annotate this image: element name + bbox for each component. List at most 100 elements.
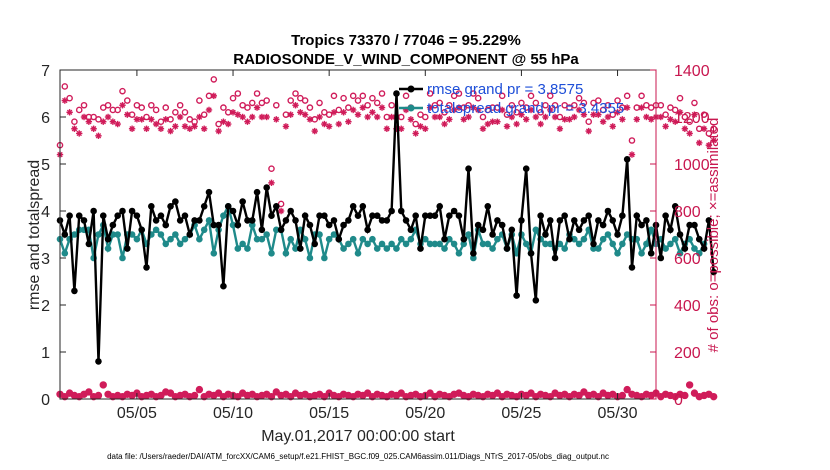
- obs-possible-point: [671, 106, 679, 114]
- rmse-point: [297, 245, 304, 252]
- rmse-point: [128, 207, 136, 215]
- spread-point: [575, 240, 583, 248]
- obs-possible-point: [349, 92, 357, 100]
- obs-assimilated-point: [114, 120, 121, 128]
- obs-assimilated-point: [345, 118, 352, 125]
- obs-assimilated-stroke: [624, 104, 630, 111]
- obs-assimilated-stroke: [667, 116, 674, 123]
- spread-point: [431, 240, 439, 248]
- obs-assimilated-stroke: [432, 114, 438, 120]
- y-right-tick-label: 400: [674, 298, 701, 315]
- spread-point: [580, 235, 588, 243]
- obs-assimilated-point: [66, 109, 73, 116]
- obs-possible-point: [537, 109, 544, 116]
- obs-possible-point: [551, 101, 559, 109]
- obs-assimilated-point: [249, 113, 256, 121]
- spread-point: [595, 245, 602, 252]
- spread-point: [369, 235, 376, 243]
- rmse-point: [71, 287, 78, 295]
- obs-possible-point: [700, 111, 708, 118]
- rmse-point: [537, 212, 544, 219]
- rmse-point: [85, 240, 93, 248]
- obs-assimilated-stroke: [302, 111, 308, 118]
- obs-assimilated-point: [162, 116, 169, 123]
- spread-point: [152, 226, 160, 234]
- obs-possible-point: [181, 109, 189, 116]
- obs-assimilated-point: [71, 125, 78, 132]
- spread-point: [119, 254, 126, 262]
- obs-possible-point: [104, 101, 112, 109]
- obs-low-count-point: [190, 391, 199, 400]
- rmse-point: [662, 212, 669, 219]
- rmse-point: [518, 217, 525, 224]
- obs-possible-point: [378, 90, 386, 97]
- spread-point: [287, 235, 295, 243]
- obs-possible-point: [263, 97, 270, 104]
- obs-assimilated-stroke: [345, 118, 352, 125]
- spread-point: [263, 231, 270, 238]
- rmse-point: [80, 217, 88, 224]
- obs-assimilated-stroke: [235, 111, 241, 118]
- y-left-tick-label: 6: [41, 110, 50, 127]
- rmse-point: [393, 90, 400, 97]
- obs-assimilated-point: [638, 104, 645, 111]
- obs-assimilated-stroke: [662, 123, 669, 130]
- obs-assimilated-stroke: [485, 121, 491, 127]
- obs-assimilated-stroke: [182, 123, 188, 130]
- obs-assimilated-point: [306, 116, 314, 123]
- obs-assimilated-point: [623, 104, 631, 111]
- obs-assimilated-point: [364, 113, 371, 121]
- rmse-point: [441, 235, 448, 243]
- obs-assimilated-point: [686, 130, 693, 137]
- obs-possible-point: [157, 118, 165, 125]
- obs-possible-point: [686, 118, 693, 125]
- obs-assimilated-stroke: [513, 121, 520, 127]
- rmse-point: [330, 217, 338, 224]
- x-tick-label: 05/05: [117, 405, 157, 422]
- obs-assimilated-point: [446, 116, 453, 123]
- obs-possible-point: [369, 94, 376, 102]
- rmse-point: [604, 207, 612, 215]
- obs-low-count-point: [272, 388, 280, 396]
- obs-assimilated-stroke: [167, 128, 174, 134]
- rmse-point: [590, 240, 597, 248]
- rmse-point: [75, 212, 83, 219]
- rmse-point: [220, 282, 227, 290]
- obs-assimilated-stroke: [312, 128, 318, 134]
- obs-possible-point: [354, 97, 362, 104]
- obs-assimilated-point: [426, 104, 434, 111]
- obs-possible-point: [575, 94, 583, 102]
- obs-assimilated-point: [551, 113, 559, 121]
- obs-possible-point: [628, 137, 636, 144]
- obs-assimilated-point: [513, 120, 520, 128]
- obs-assimilated-stroke: [95, 133, 102, 139]
- rmse-point: [402, 217, 410, 224]
- rmse-point: [595, 217, 602, 224]
- obs-low-count-point: [493, 389, 502, 397]
- spread-point: [484, 240, 492, 248]
- obs-assimilated-point: [311, 127, 318, 135]
- obs-possible-point: [215, 120, 222, 128]
- obs-assimilated-stroke: [201, 126, 207, 132]
- obs-possible-point: [474, 94, 482, 102]
- obs-possible-point: [66, 94, 73, 102]
- obs-assimilated-point: [417, 123, 424, 130]
- spread-point: [325, 235, 333, 243]
- obs-assimilated-point: [489, 118, 496, 125]
- rmse-point: [633, 212, 641, 219]
- obs-possible-point: [570, 101, 578, 109]
- obs-possible-point: [710, 125, 717, 133]
- obs-assimilated-stroke: [384, 126, 390, 132]
- obs-assimilated-stroke: [494, 118, 501, 125]
- obs-possible-point: [676, 94, 684, 102]
- obs-possible-point: [210, 76, 218, 83]
- obs-assimilated-stroke: [614, 109, 621, 116]
- spread-point: [200, 226, 208, 234]
- y-axis-label-right: # of obs: o=possible; ×=assimilated: [705, 118, 722, 353]
- y-right-tick-label: 1200: [674, 110, 710, 127]
- obs-assimilated-point: [229, 109, 237, 116]
- rmse-point: [152, 217, 160, 224]
- obs-assimilated-stroke: [355, 111, 361, 118]
- spread-point: [643, 240, 650, 248]
- obs-assimilated-stroke: [571, 114, 578, 120]
